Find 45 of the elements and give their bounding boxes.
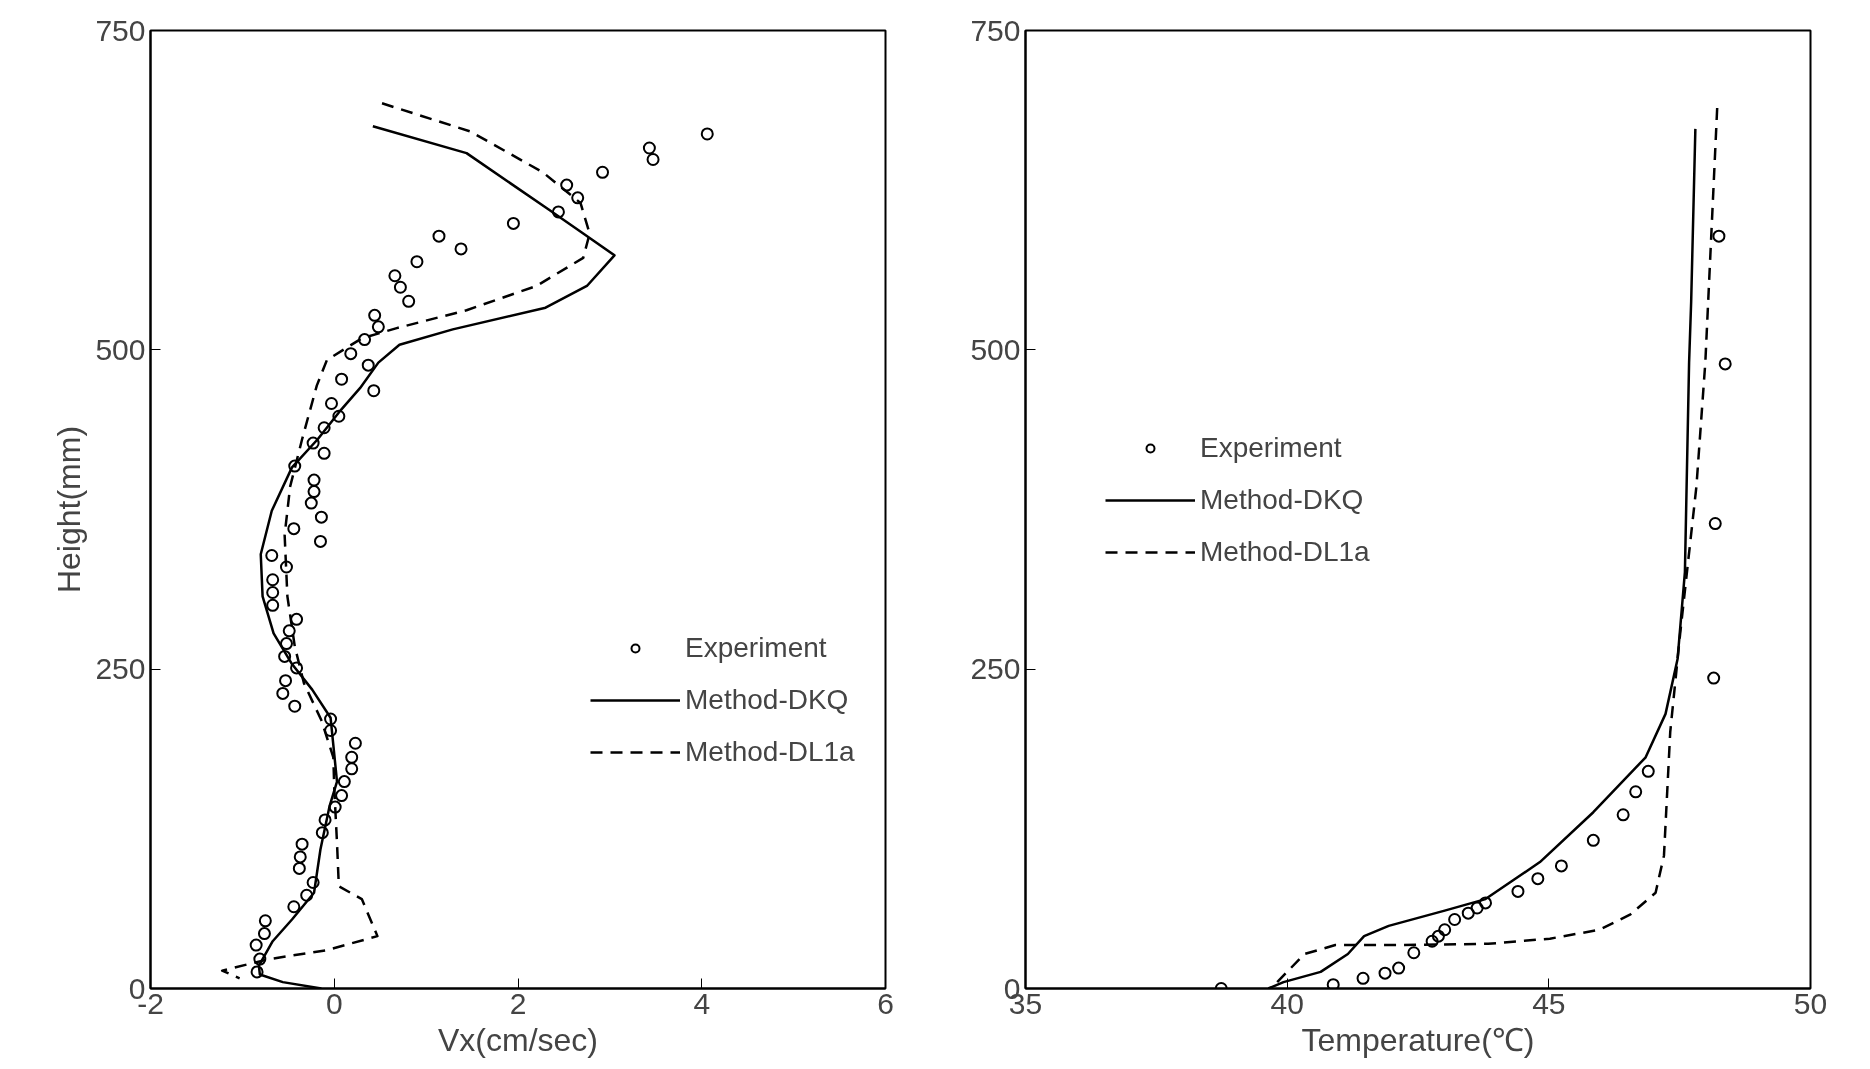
y-tick-label: 500 — [970, 332, 1021, 366]
y-tick-label: 500 — [95, 332, 146, 366]
x-tick-label: 50 — [1793, 986, 1828, 1020]
y-tick-label: 250 — [95, 652, 146, 686]
point — [1356, 971, 1370, 985]
x-axis-title: Vx(cm/sec) — [438, 1021, 598, 1058]
x-tick-label: 2 — [509, 986, 527, 1020]
point — [1708, 517, 1722, 531]
point — [1707, 671, 1721, 685]
point — [1586, 833, 1600, 847]
point — [1438, 923, 1452, 937]
y-tick-label: 750 — [95, 13, 146, 47]
y-tick-label: 250 — [970, 652, 1021, 686]
x-tick-label: 40 — [1270, 986, 1304, 1020]
point — [1378, 966, 1392, 980]
legend-label: Method-DKQ — [1200, 484, 1364, 516]
x-axis-title: Temperature(℃) — [1301, 1021, 1535, 1058]
legend-label: Method-DKQ — [685, 684, 849, 716]
point — [1629, 785, 1643, 799]
point — [1431, 929, 1445, 943]
point — [1641, 764, 1655, 778]
y-tick-label: 750 — [970, 13, 1021, 47]
x-tick-label: 45 — [1532, 986, 1566, 1020]
point — [1616, 808, 1630, 822]
point — [1448, 913, 1462, 927]
x-tick-label: 0 — [325, 986, 343, 1020]
x-tick-label: 6 — [877, 986, 894, 1020]
point — [1392, 961, 1406, 975]
point — [1718, 357, 1732, 371]
point — [1554, 859, 1568, 873]
point — [1712, 229, 1726, 243]
point — [1326, 978, 1340, 989]
y-axis-title: Height(mm) — [51, 425, 88, 594]
legend-label: Experiment — [1200, 432, 1342, 464]
point — [1479, 896, 1493, 910]
legend-label: Method-DL1a — [685, 736, 855, 768]
point — [1511, 884, 1525, 898]
legend-label: Method-DL1a — [1200, 536, 1370, 568]
legend-label: Experiment — [685, 632, 827, 664]
point — [1470, 901, 1484, 915]
point — [1425, 934, 1439, 948]
point — [1531, 872, 1545, 886]
point — [1461, 906, 1475, 920]
point — [1407, 946, 1421, 960]
x-tick-label: 4 — [693, 986, 711, 1020]
